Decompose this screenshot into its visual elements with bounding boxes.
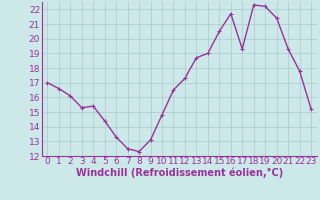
X-axis label: Windchill (Refroidissement éolien,°C): Windchill (Refroidissement éolien,°C) [76, 168, 283, 178]
